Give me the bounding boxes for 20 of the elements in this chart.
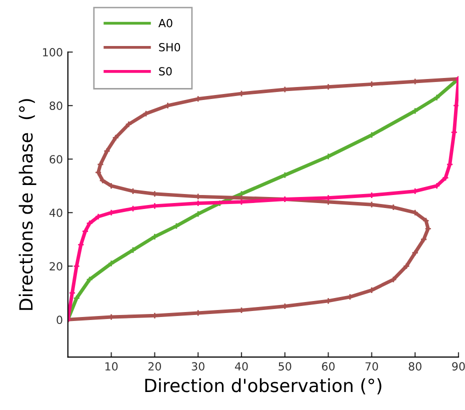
y-tick-label: 60 xyxy=(50,155,62,164)
y-tick-label: 100 xyxy=(43,48,62,56)
y-tick-label: 40 xyxy=(49,208,62,217)
legend-label: SH0 xyxy=(159,43,180,52)
y-tick-label: 20 xyxy=(50,262,62,271)
x-tick-label: 90 xyxy=(452,362,465,371)
y-tick-label: 0 xyxy=(56,316,62,324)
x-tick-label: 40 xyxy=(234,362,248,371)
legend-label: A0 xyxy=(158,18,172,28)
x-tick-label: 50 xyxy=(278,362,292,371)
x-tick-label: 60 xyxy=(322,362,335,371)
legend-label: S0 xyxy=(159,67,172,76)
x-tick-label: 10 xyxy=(105,362,118,371)
y-tick-label: 80 xyxy=(50,102,62,110)
x-tick-label: 70 xyxy=(366,362,378,371)
x-tick-label: 20 xyxy=(148,362,162,371)
x-tick-label: 80 xyxy=(408,362,422,371)
x-axis-title: Direction d'observation (°) xyxy=(145,378,382,394)
x-tick-label: 30 xyxy=(192,362,204,371)
y-axis-title: Directions de phase (°) xyxy=(18,99,36,310)
